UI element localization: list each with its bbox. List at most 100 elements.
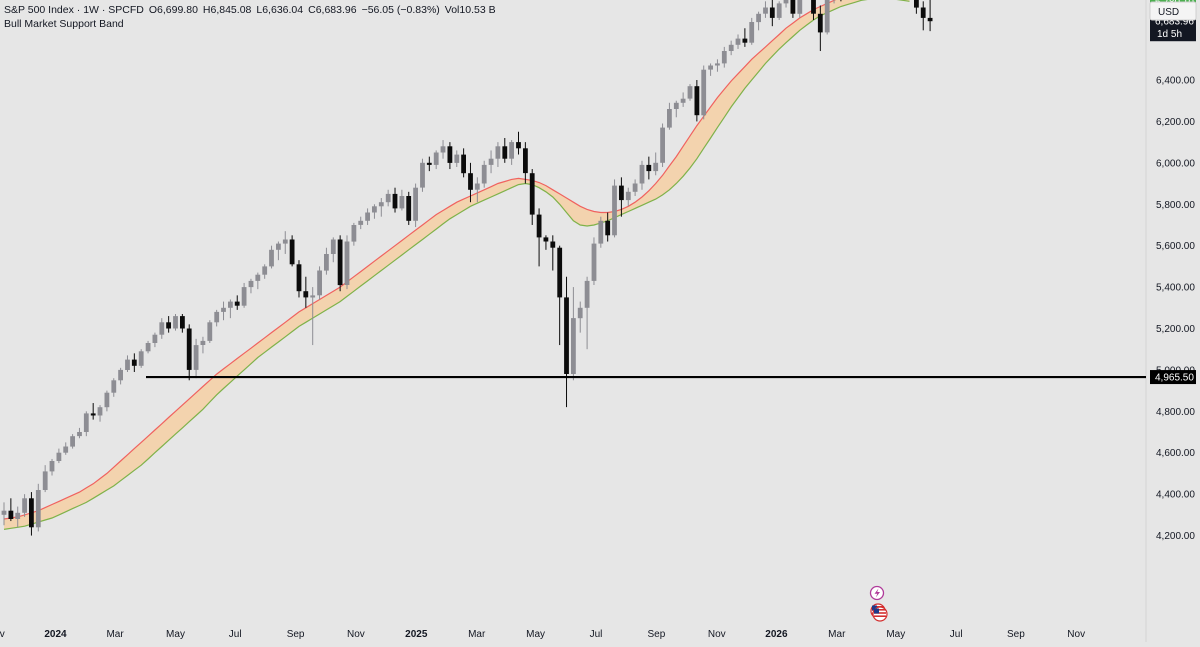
candle[interactable]	[241, 282, 247, 308]
candle[interactable]	[646, 156, 652, 180]
candle[interactable]	[262, 264, 268, 279]
candle[interactable]	[625, 187, 631, 207]
candle[interactable]	[811, 0, 816, 20]
candle[interactable]	[296, 260, 302, 298]
candle[interactable]	[22, 494, 27, 517]
candle[interactable]	[461, 148, 466, 178]
candle[interactable]	[721, 46, 727, 68]
candle[interactable]	[536, 208, 542, 267]
candle[interactable]	[221, 301, 226, 321]
candle[interactable]	[358, 216, 364, 230]
candle[interactable]	[488, 150, 494, 174]
candle[interactable]	[701, 65, 707, 120]
candle[interactable]	[303, 276, 309, 308]
candle[interactable]	[817, 5, 823, 52]
candle[interactable]	[495, 142, 501, 167]
candle[interactable]	[83, 411, 89, 437]
candle[interactable]	[399, 189, 405, 211]
candle[interactable]	[783, 0, 789, 8]
currency-button[interactable]	[1149, 1, 1197, 21]
candle[interactable]	[118, 367, 123, 385]
candle[interactable]	[790, 0, 796, 18]
candle[interactable]	[56, 448, 62, 464]
candle[interactable]	[234, 295, 240, 310]
candle[interactable]	[186, 324, 192, 381]
candle[interactable]	[474, 177, 480, 203]
candle[interactable]	[502, 137, 508, 163]
candle[interactable]	[15, 506, 21, 528]
candle[interactable]	[248, 278, 254, 294]
candle[interactable]	[927, 0, 933, 32]
lightning-icon[interactable]	[869, 585, 885, 601]
candle[interactable]	[584, 276, 590, 350]
candle[interactable]	[351, 222, 357, 246]
candle[interactable]	[159, 318, 165, 339]
candle[interactable]	[317, 266, 322, 300]
candle[interactable]	[413, 183, 418, 228]
candle[interactable]	[447, 142, 453, 170]
candle[interactable]	[406, 191, 412, 225]
candle[interactable]	[420, 158, 425, 192]
candle[interactable]	[735, 34, 741, 49]
candle[interactable]	[138, 349, 144, 368]
candle[interactable]	[70, 434, 75, 449]
candle[interactable]	[49, 458, 55, 476]
candle[interactable]	[564, 276, 569, 408]
candle[interactable]	[1, 502, 7, 526]
candle[interactable]	[97, 405, 103, 422]
candle[interactable]	[440, 140, 446, 159]
candle[interactable]	[365, 208, 370, 225]
candle[interactable]	[337, 235, 343, 292]
candle[interactable]	[728, 40, 734, 56]
candle[interactable]	[344, 235, 350, 290]
candle[interactable]	[667, 102, 672, 130]
candle[interactable]	[598, 216, 604, 248]
candle[interactable]	[111, 378, 117, 397]
candle[interactable]	[742, 28, 748, 47]
candle[interactable]	[200, 336, 206, 354]
candle[interactable]	[756, 11, 761, 31]
candle[interactable]	[145, 340, 151, 354]
candle[interactable]	[255, 272, 261, 290]
candle[interactable]	[372, 204, 377, 219]
candle[interactable]	[797, 0, 803, 18]
candle[interactable]	[708, 63, 713, 76]
candle[interactable]	[914, 0, 919, 14]
candle[interactable]	[42, 465, 48, 493]
candle[interactable]	[687, 84, 693, 101]
candle[interactable]	[824, 0, 830, 35]
candle[interactable]	[276, 241, 281, 261]
candle[interactable]	[660, 123, 665, 167]
candle[interactable]	[605, 212, 611, 242]
candle[interactable]	[769, 0, 775, 27]
candle[interactable]	[35, 483, 41, 532]
candle[interactable]	[557, 245, 563, 346]
candle[interactable]	[289, 235, 295, 267]
candle[interactable]	[529, 169, 535, 225]
candle[interactable]	[639, 160, 645, 190]
candle[interactable]	[378, 198, 384, 217]
candle[interactable]	[29, 492, 34, 536]
candle[interactable]	[571, 287, 576, 381]
candle[interactable]	[591, 237, 597, 286]
candle[interactable]	[749, 17, 755, 45]
candle[interactable]	[468, 162, 473, 203]
candle[interactable]	[310, 287, 316, 346]
candle[interactable]	[612, 179, 617, 238]
candle[interactable]	[90, 403, 96, 420]
candle[interactable]	[632, 179, 638, 196]
candle[interactable]	[125, 355, 130, 372]
time-axis[interactable]: Nov 2024 Mar May Jul Sep Nov 2025 Mar May Jul Sep No…	[0, 629, 1085, 640]
candle[interactable]	[282, 231, 288, 254]
candle[interactable]	[385, 189, 391, 207]
candle[interactable]	[193, 338, 199, 379]
candle[interactable]	[523, 142, 528, 184]
legend-line[interactable]: S&P 500 Index · 1W · SPCFD O6,699.80 H6,84…	[4, 4, 496, 16]
indicator-title[interactable]: Bull Market Support Band	[4, 18, 124, 30]
candle[interactable]	[509, 140, 514, 165]
candle[interactable]	[152, 332, 158, 348]
candle[interactable]	[543, 235, 549, 250]
candle[interactable]	[214, 309, 220, 327]
candle[interactable]	[776, 1, 782, 20]
candle[interactable]	[920, 1, 926, 31]
